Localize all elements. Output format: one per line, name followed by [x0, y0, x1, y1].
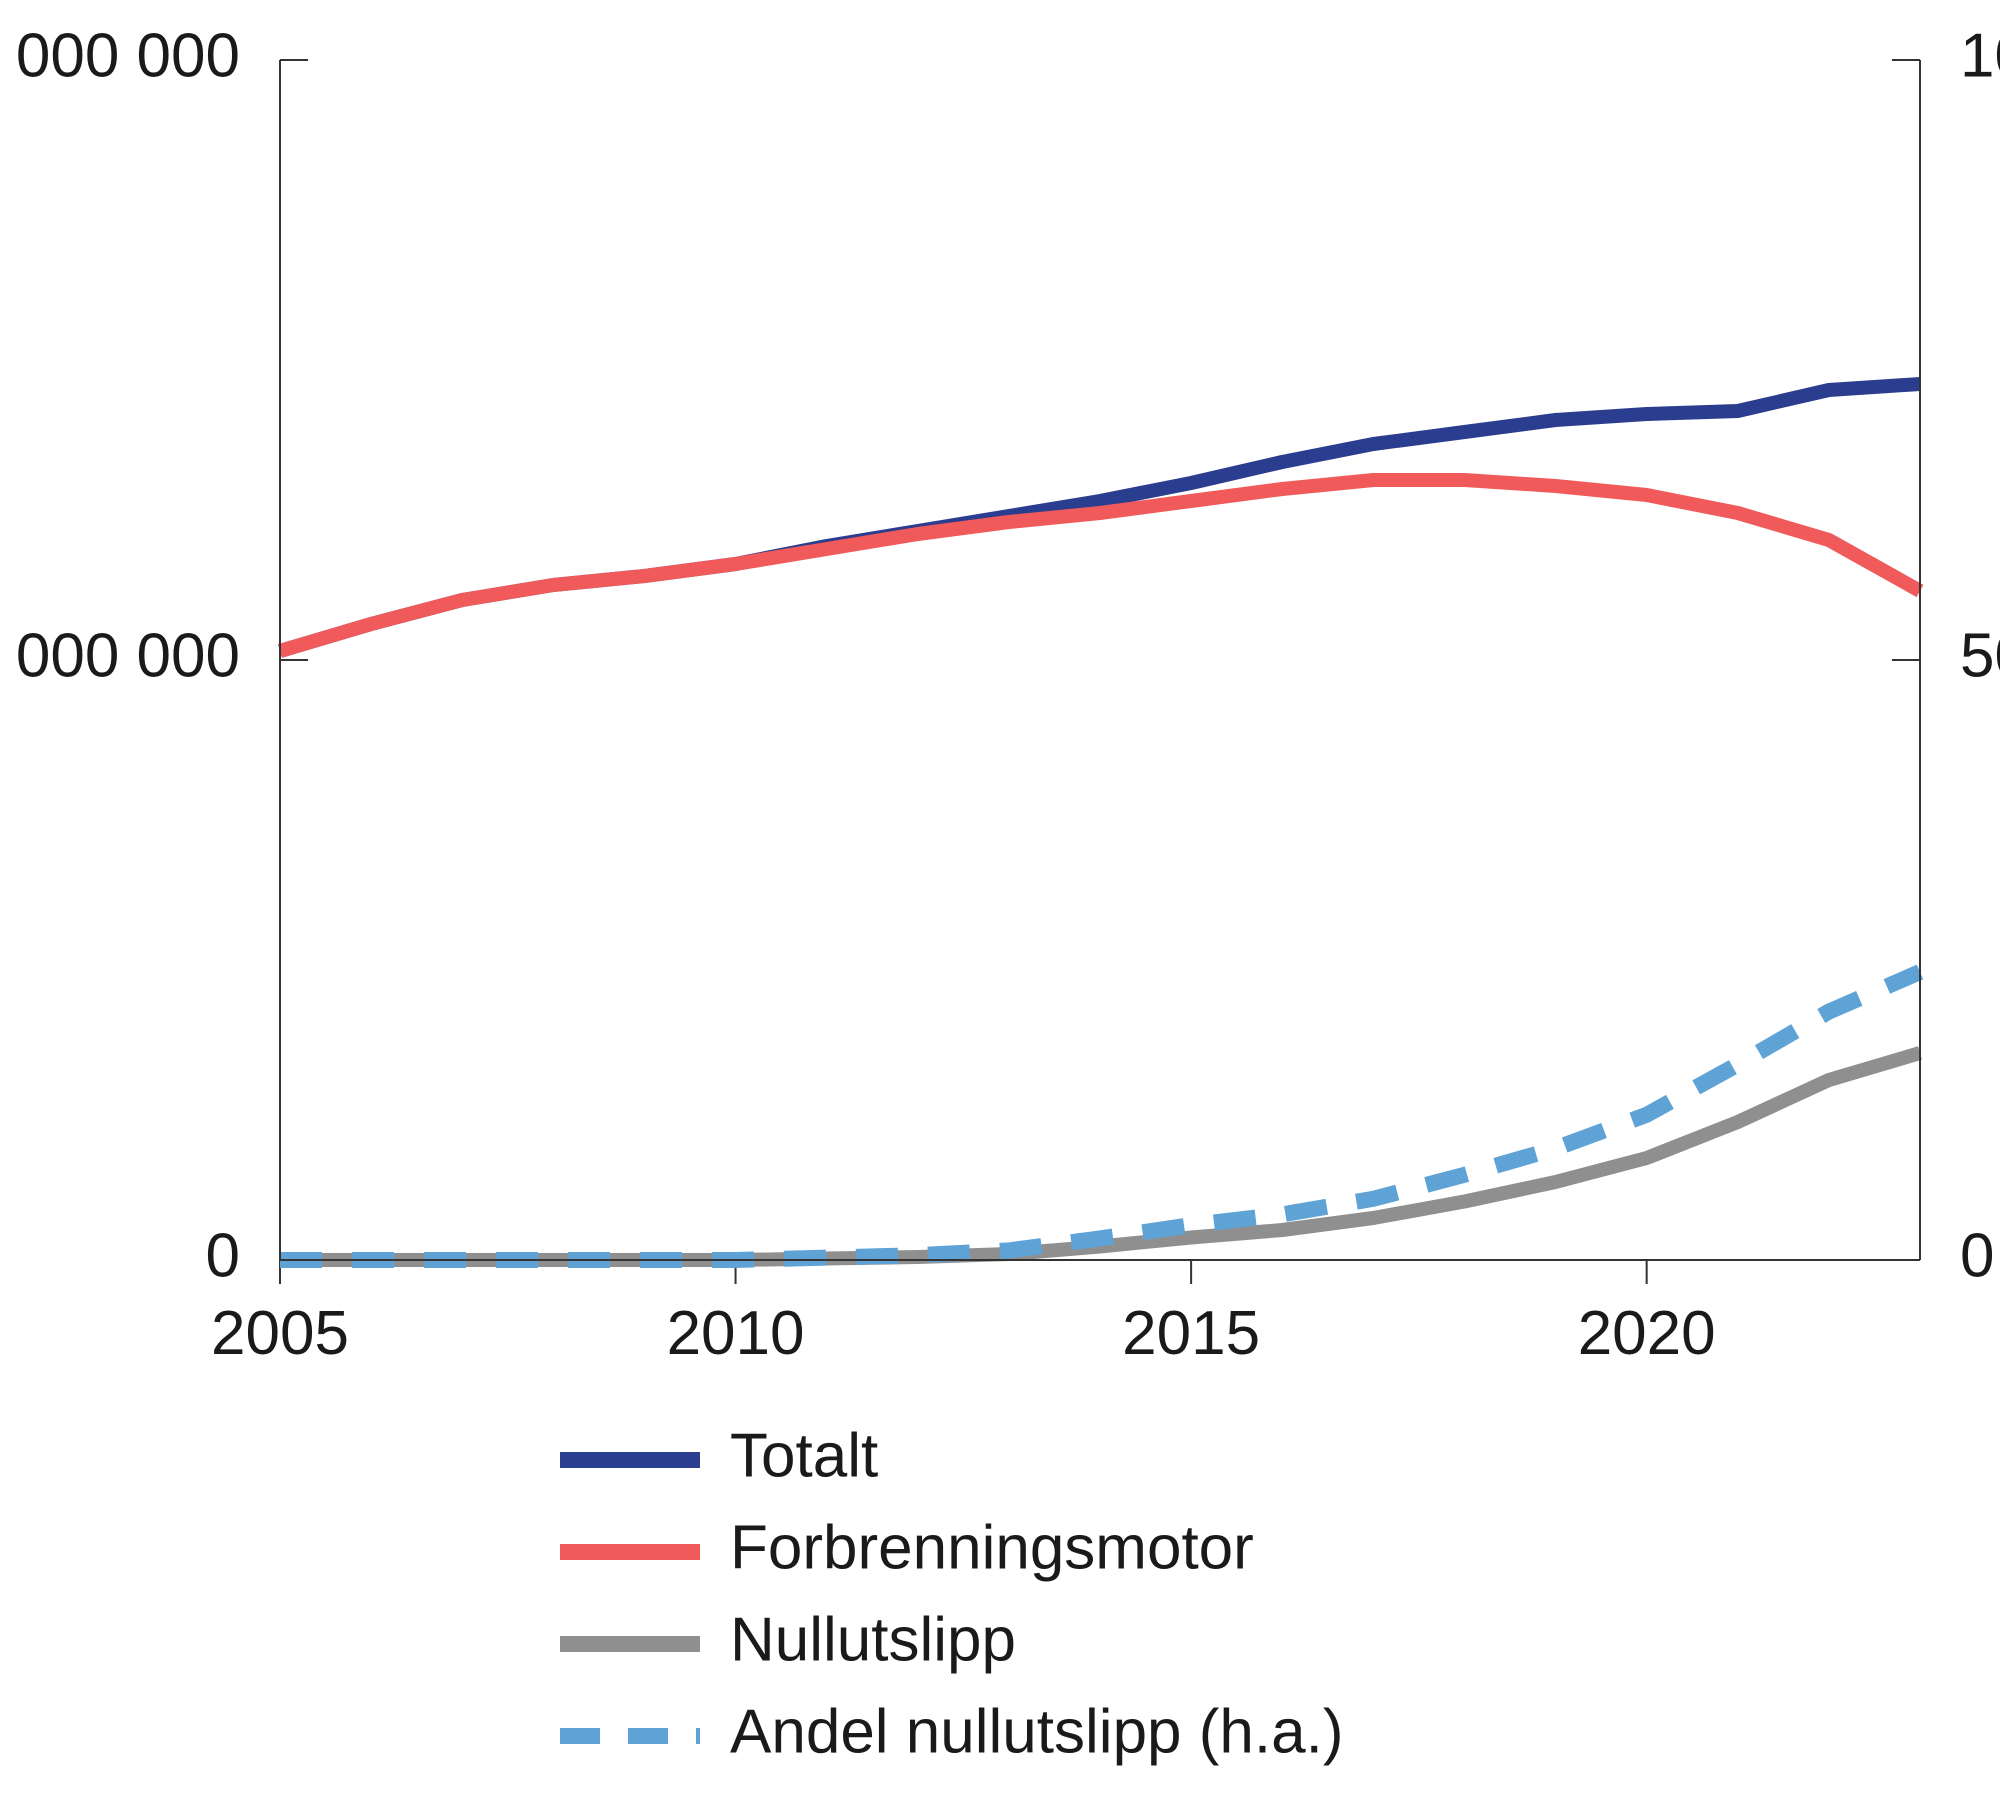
legend-label-totalt: Totalt: [730, 1421, 878, 1490]
chart-svg: 0 2 000 000 4 000 000 0 50 100 2005 2010 2015 202…: [0, 0, 2000, 1816]
y-right-tick-label: 100: [1960, 21, 2000, 90]
y-left-tick-label: 0: [206, 1221, 240, 1290]
x-tick-label: 2005: [211, 1299, 349, 1368]
y-left-tick-label: 2 000 000: [0, 621, 240, 690]
legend-label-andel: Andel nullutslipp (h.a.): [730, 1697, 1343, 1766]
x-tick-label: 2020: [1578, 1299, 1716, 1368]
x-tick-label: 2015: [1122, 1299, 1260, 1368]
legend-label-forbrenning: Forbrenningsmotor: [730, 1513, 1254, 1582]
y-left-tick-label: 4 000 000: [0, 21, 240, 90]
y-right-tick-label: 50: [1960, 621, 2000, 690]
vehicle-stock-chart: 0 2 000 000 4 000 000 0 50 100 2005 2010 2015 202…: [0, 0, 2000, 1816]
y-right-tick-label: 0: [1960, 1221, 1994, 1290]
legend-label-nullutslipp: Nullutslipp: [730, 1605, 1016, 1674]
x-tick-label: 2010: [667, 1299, 805, 1368]
